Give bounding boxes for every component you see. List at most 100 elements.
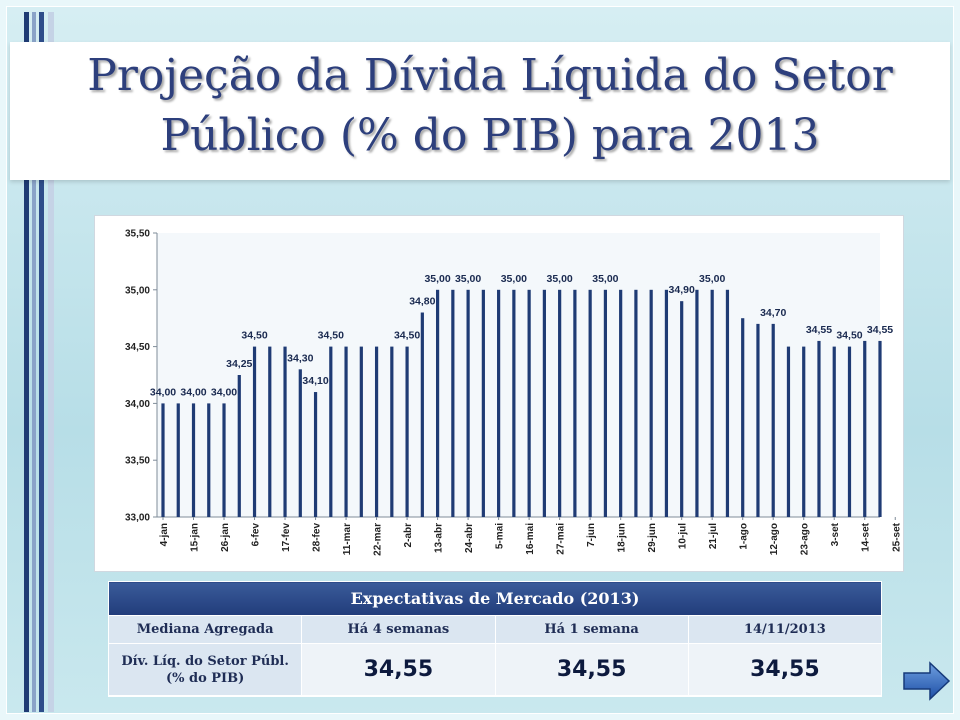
bar	[847, 346, 852, 517]
bar	[817, 340, 821, 517]
bar	[344, 346, 348, 517]
x-tick-label: 5-mai	[495, 523, 506, 549]
bar	[878, 340, 882, 517]
bar	[329, 346, 333, 517]
bar	[481, 289, 485, 517]
data-label: 34,50	[394, 330, 420, 342]
x-tick-label: 25-set	[891, 522, 902, 552]
table-cell-value: 34,55	[494, 643, 689, 696]
bar	[695, 289, 699, 517]
bar	[603, 289, 608, 517]
x-tick-label: 21-jul	[708, 523, 719, 549]
bar	[405, 346, 409, 517]
data-label: 35,00	[455, 273, 481, 285]
x-tick-label: 23-ago	[800, 523, 811, 555]
bar	[802, 346, 806, 517]
bar	[161, 403, 165, 517]
data-label: 34,00	[150, 386, 176, 398]
y-tick-label: 35,00	[125, 285, 150, 296]
bar	[298, 369, 302, 517]
y-tick-label: 33,50	[125, 456, 150, 467]
decorative-stripes	[24, 12, 60, 712]
x-tick-label: 15-jan	[190, 523, 201, 552]
expectations-table-container: Expectativas de Mercado (2013) Mediana A…	[107, 581, 883, 697]
table-cell-value: 34,55	[301, 643, 496, 696]
x-tick-label: 22-mar	[373, 523, 384, 556]
bar	[283, 346, 287, 517]
bar	[390, 346, 394, 517]
data-label: 34,50	[318, 330, 344, 342]
x-tick-label: 2-abr	[403, 523, 414, 548]
y-tick-label: 34,50	[125, 342, 150, 353]
row-label-line2: (% do PIB)	[165, 670, 245, 686]
chart-container: 33,00 33,50 34,00 34,50 35,00 35,50 4-jan 15-ja…	[94, 215, 904, 572]
bar	[313, 392, 318, 517]
bar	[741, 318, 745, 517]
x-tick-label: 4-jan	[159, 523, 170, 546]
bar	[435, 289, 440, 517]
bar	[512, 289, 516, 517]
x-tick-label: 3-set	[830, 522, 841, 546]
data-label: 34,90	[669, 284, 695, 296]
x-tick-label: 29-jun	[647, 523, 658, 552]
bar-chart: 33,00 33,50 34,00 34,50 35,00 35,50 4-jan 15-ja…	[125, 229, 902, 556]
bar	[527, 289, 531, 517]
column-header: Mediana Agregada	[107, 615, 303, 644]
bar	[786, 346, 791, 517]
data-label: 34,55	[867, 324, 893, 336]
bar	[374, 346, 379, 517]
x-tick-label: 18-jun	[617, 523, 628, 552]
slide-title: Projeção da Dívida Líquida do Setor Públ…	[60, 46, 920, 166]
title-band	[10, 42, 950, 180]
data-label: 34,55	[806, 324, 832, 336]
bar	[207, 403, 211, 517]
bar	[497, 289, 501, 517]
bar	[771, 323, 775, 517]
bar	[191, 403, 196, 517]
x-tick-label: 10-jul	[678, 523, 689, 549]
bar	[222, 403, 226, 517]
bar	[176, 403, 180, 517]
bar	[619, 289, 623, 517]
x-tick-label: 1-ago	[739, 523, 750, 550]
row-label: Dív. Líq. do Setor Públ. (% do PIB)	[107, 643, 303, 696]
x-tick-label: 26-jan	[220, 523, 231, 552]
bar	[420, 312, 424, 517]
table-cell-value: 34,55	[687, 643, 883, 696]
bar	[634, 289, 638, 517]
bar	[359, 346, 363, 517]
expectations-table: Expectativas de Mercado (2013) Mediana A…	[107, 581, 883, 696]
bar	[832, 346, 836, 517]
bar	[680, 301, 684, 517]
data-label: 34,25	[226, 358, 252, 370]
x-tick-label: 14-set	[861, 522, 872, 552]
bar	[451, 289, 455, 517]
bar	[649, 289, 653, 517]
arrow-right-icon[interactable]	[902, 660, 952, 702]
row-label-line1: Dív. Líq. do Setor Públ.	[121, 653, 289, 669]
x-tick-label: 6-fev	[251, 523, 262, 547]
x-tick-label: 11-mar	[342, 523, 353, 555]
slide-frame	[6, 6, 954, 714]
x-tick-label: 7-jun	[586, 523, 597, 547]
x-tick-label: 28-fev	[312, 523, 323, 552]
x-tick-label: 24-abr	[464, 523, 475, 553]
table-header: Expectativas de Mercado (2013)	[108, 581, 882, 616]
data-label: 35,00	[546, 273, 572, 285]
bar	[268, 346, 272, 517]
column-header: Há 4 semanas	[301, 615, 496, 644]
x-tick-label: 27-mai	[556, 523, 567, 555]
data-label: 34,80	[409, 296, 435, 308]
bar	[756, 323, 760, 517]
bar	[573, 289, 577, 517]
slide-title-line1: Projeção da Dívida Líquida do Setor	[87, 50, 893, 101]
bar	[558, 289, 562, 517]
data-label: 34,50	[241, 330, 267, 342]
column-header: Há 1 semana	[494, 615, 689, 644]
y-tick-label: 34,00	[125, 399, 150, 410]
x-tick-label: 13-abr	[434, 523, 445, 553]
bar	[588, 289, 592, 517]
bar	[664, 289, 669, 517]
data-label: 34,00	[180, 386, 206, 398]
x-tick-label: 17-fev	[281, 523, 292, 552]
